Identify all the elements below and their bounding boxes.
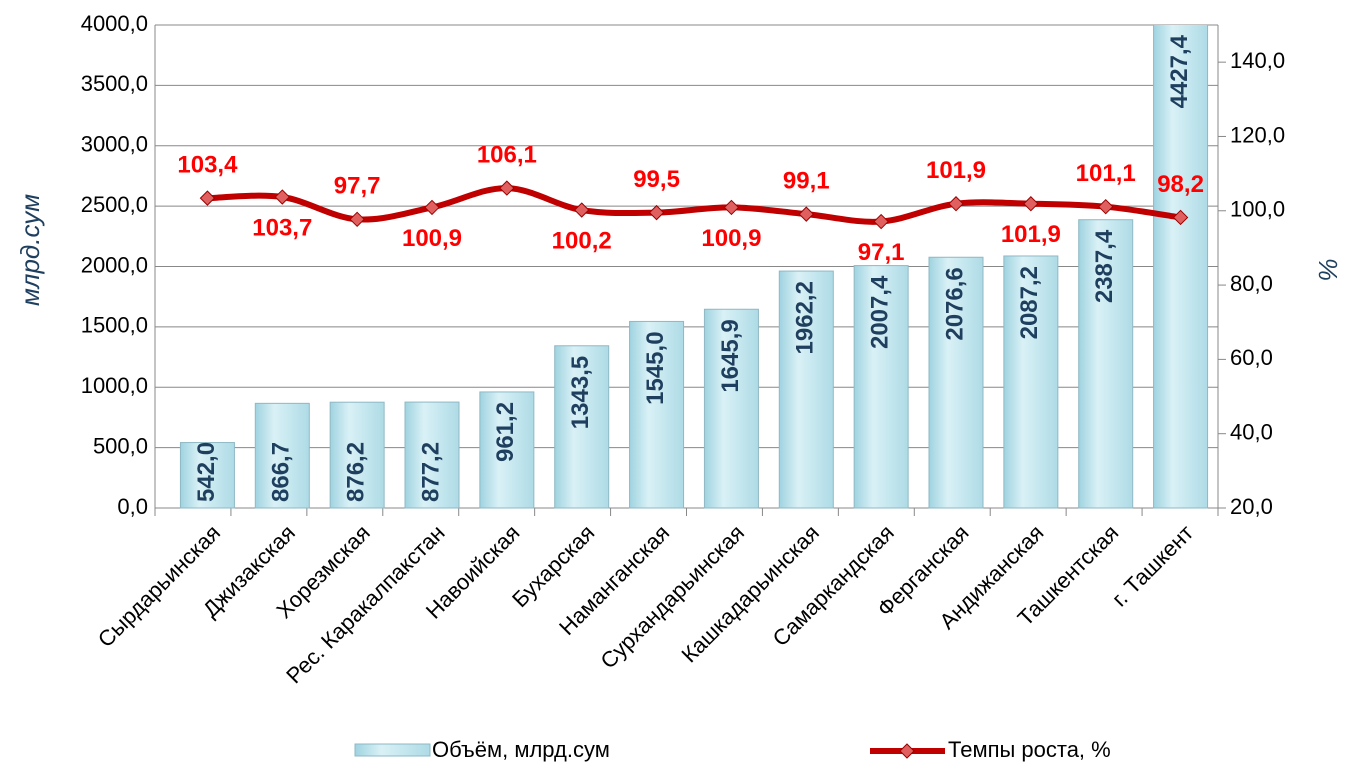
line-label: 100,2 bbox=[552, 227, 612, 254]
bar-label: 1343,5 bbox=[567, 356, 594, 429]
y-tick-label: 1500,0 bbox=[81, 313, 148, 338]
y2-axis-title: % bbox=[1313, 258, 1343, 281]
y-tick-label: 0,0 bbox=[117, 494, 148, 519]
y-tick-label: 2500,0 bbox=[81, 192, 148, 217]
line-marker bbox=[274, 189, 290, 205]
y-tick-label: 2000,0 bbox=[81, 252, 148, 277]
line-label: 100,9 bbox=[402, 225, 462, 252]
bar bbox=[1003, 255, 1059, 509]
line-label: 103,4 bbox=[177, 151, 238, 178]
y-tick-label: 500,0 bbox=[93, 433, 148, 458]
bar bbox=[1078, 219, 1134, 509]
line-marker bbox=[199, 190, 216, 206]
bar bbox=[853, 265, 909, 509]
line-marker bbox=[1098, 198, 1114, 215]
y2-tick-label: 120,0 bbox=[1230, 122, 1285, 147]
line-label: 103,7 bbox=[252, 214, 312, 241]
y-axis-title: млрд.сум bbox=[15, 194, 45, 306]
y2-tick-label: 80,0 bbox=[1230, 271, 1273, 296]
line-label: 101,9 bbox=[926, 157, 986, 184]
line-label: 100,9 bbox=[701, 225, 761, 252]
line-label: 97,7 bbox=[334, 173, 381, 200]
line-marker bbox=[948, 196, 964, 212]
line-marker bbox=[499, 180, 515, 196]
bar bbox=[1153, 25, 1209, 509]
line-marker bbox=[1172, 209, 1189, 226]
bar-label: 1545,0 bbox=[642, 331, 669, 404]
bar-label: 2087,2 bbox=[1016, 266, 1043, 339]
bar-label: 2076,6 bbox=[941, 267, 968, 340]
line-marker bbox=[574, 202, 590, 218]
line-marker bbox=[648, 204, 665, 221]
y2-tick-label: 140,0 bbox=[1230, 48, 1285, 73]
bar bbox=[928, 256, 984, 509]
line-label: 99,1 bbox=[783, 167, 830, 194]
bar-label: 866,7 bbox=[268, 442, 295, 502]
legend-marker bbox=[899, 743, 915, 759]
x-tick-label: г. Ташкент bbox=[1107, 520, 1198, 611]
bar-label: 877,2 bbox=[417, 442, 444, 502]
bar bbox=[179, 442, 235, 509]
bar bbox=[778, 270, 834, 509]
line-marker bbox=[723, 199, 740, 216]
x-tick-label: Сырдарьинская bbox=[93, 520, 225, 652]
line-label: 97,1 bbox=[858, 239, 905, 266]
plot-area bbox=[179, 25, 1209, 509]
bar bbox=[329, 401, 385, 509]
bar-label: 2007,4 bbox=[866, 275, 893, 349]
y-tick-label: 3000,0 bbox=[81, 132, 148, 157]
bar-label: 2387,4 bbox=[1091, 229, 1118, 303]
line-label: 99,5 bbox=[633, 166, 680, 193]
bar-label: 876,2 bbox=[342, 442, 369, 502]
bar bbox=[629, 320, 685, 509]
y-tick-label: 4000,0 bbox=[81, 11, 148, 36]
y-tick-label: 3500,0 bbox=[81, 71, 148, 96]
y-tick-label: 1000,0 bbox=[81, 373, 148, 398]
line-marker bbox=[798, 206, 814, 222]
legend-label: Темпы роста, % bbox=[948, 737, 1111, 762]
bar-label: 1962,2 bbox=[792, 281, 819, 354]
line-label: 98,2 bbox=[1157, 171, 1204, 198]
bar-label: 961,2 bbox=[492, 402, 519, 462]
bar-label: 4427,4 bbox=[1166, 34, 1193, 108]
line-label: 101,9 bbox=[1001, 221, 1061, 248]
y2-tick-label: 20,0 bbox=[1230, 494, 1273, 519]
line-marker bbox=[349, 211, 365, 228]
bar bbox=[254, 402, 310, 509]
bar bbox=[479, 391, 535, 509]
legend-swatch bbox=[354, 743, 431, 757]
line-label: 106,1 bbox=[477, 141, 537, 168]
bar-label: 1645,9 bbox=[717, 319, 744, 392]
legend-label: Объём, млрд.сум bbox=[432, 737, 610, 762]
line-marker bbox=[873, 213, 889, 230]
line-marker bbox=[424, 199, 440, 216]
y2-tick-label: 60,0 bbox=[1230, 345, 1273, 370]
x-tick-label: Сурхандарьинская bbox=[595, 520, 749, 674]
y2-tick-label: 100,0 bbox=[1230, 197, 1285, 222]
line-marker bbox=[1023, 196, 1039, 212]
bar bbox=[703, 308, 759, 509]
bar-label: 542,0 bbox=[193, 442, 220, 502]
line-label: 101,1 bbox=[1076, 160, 1136, 187]
y2-tick-label: 40,0 bbox=[1230, 420, 1273, 445]
bar bbox=[554, 345, 610, 509]
bar bbox=[404, 401, 460, 509]
x-tick-label: Кашкадарьинская bbox=[676, 520, 823, 667]
